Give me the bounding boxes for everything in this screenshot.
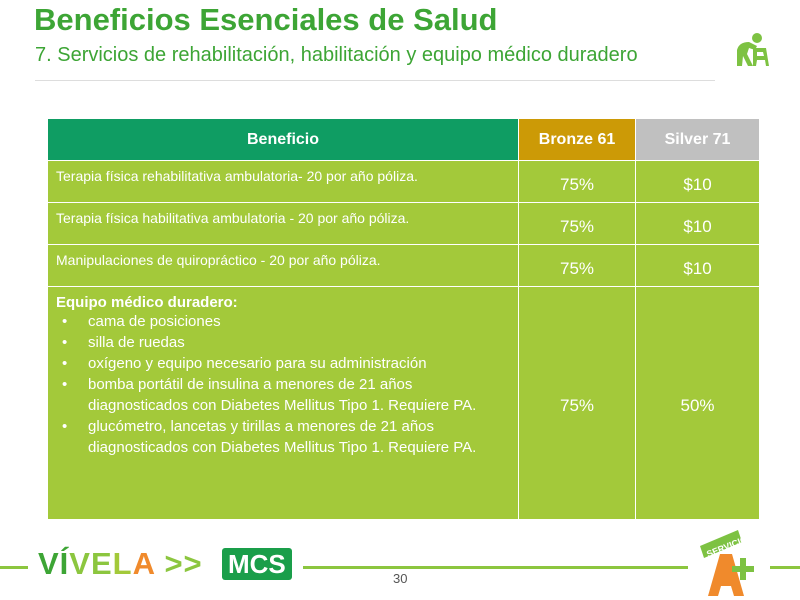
page-number: 30 bbox=[393, 571, 408, 586]
title-divider bbox=[35, 80, 715, 81]
bronze-cell: 75% bbox=[518, 286, 636, 520]
bronze-cell: 75% bbox=[518, 202, 636, 245]
table-row: Terapia física rehabilitativa ambulatori… bbox=[47, 160, 760, 203]
header-beneficio: Beneficio bbox=[47, 118, 519, 161]
benefit-cell: Terapia física habilitativa ambulatoria … bbox=[47, 202, 519, 245]
silver-cell: 50% bbox=[635, 286, 760, 520]
page-title: Beneficios Esenciales de Salud bbox=[34, 2, 498, 37]
mcs-logo: MCS bbox=[222, 548, 292, 580]
list-item: bomba portátil de insulina a menores de … bbox=[56, 374, 510, 416]
equipment-list: cama de posiciones silla de ruedas oxíge… bbox=[56, 311, 510, 458]
bronze-cell: 75% bbox=[518, 160, 636, 203]
table-row: Manipulaciones de quiropráctico - 20 por… bbox=[47, 244, 760, 287]
silver-cell: $10 bbox=[635, 160, 760, 203]
list-item: glucómetro, lancetas y tirillas a menore… bbox=[56, 416, 510, 458]
list-item: oxígeno y equipo necesario para su admin… bbox=[56, 353, 510, 374]
servicio-a-plus-logo: SERVICIO bbox=[700, 530, 754, 596]
bronze-cell: 75% bbox=[518, 244, 636, 287]
table-row-equipment: Equipo médico duradero: cama de posicion… bbox=[47, 286, 760, 520]
vivela-logo: VÍVELA >> bbox=[38, 546, 203, 581]
benefits-table: Beneficio Bronze 61 Silver 71 Terapia fí… bbox=[47, 118, 760, 520]
footer-line bbox=[770, 566, 800, 569]
benefit-cell: Manipulaciones de quiropráctico - 20 por… bbox=[47, 244, 519, 287]
table-row: Terapia física habilitativa ambulatoria … bbox=[47, 202, 760, 245]
table-header-row: Beneficio Bronze 61 Silver 71 bbox=[47, 118, 760, 161]
benefit-cell: Terapia física rehabilitativa ambulatori… bbox=[47, 160, 519, 203]
header-bronze: Bronze 61 bbox=[518, 118, 636, 161]
footer-line bbox=[0, 566, 28, 569]
equipment-title: Equipo médico duradero: bbox=[56, 294, 238, 311]
benefit-cell: Equipo médico duradero: cama de posicion… bbox=[47, 286, 519, 520]
person-with-walker-icon bbox=[737, 33, 769, 66]
silver-cell: $10 bbox=[635, 202, 760, 245]
silver-cell: $10 bbox=[635, 244, 760, 287]
footer-line bbox=[303, 566, 688, 569]
header-silver: Silver 71 bbox=[635, 118, 760, 161]
list-item: cama de posiciones bbox=[56, 311, 510, 332]
list-item: silla de ruedas bbox=[56, 332, 510, 353]
page-subtitle: 7. Servicios de rehabilitación, habilita… bbox=[35, 44, 638, 66]
